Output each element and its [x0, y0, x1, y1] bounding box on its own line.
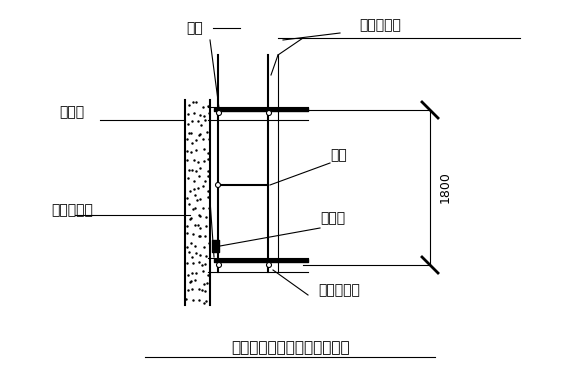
- Text: 钢笆脚手板: 钢笆脚手板: [318, 283, 360, 297]
- Text: 九层板隔离: 九层板隔离: [51, 203, 93, 217]
- Circle shape: [266, 110, 272, 116]
- Text: 密目安全网: 密目安全网: [359, 18, 401, 32]
- Text: 建筑物: 建筑物: [59, 105, 85, 119]
- Circle shape: [216, 110, 222, 116]
- Text: 挡脚板: 挡脚板: [320, 211, 345, 225]
- Text: 外架: 外架: [187, 21, 203, 35]
- Circle shape: [216, 183, 220, 188]
- Circle shape: [216, 262, 222, 268]
- Text: 1800: 1800: [438, 171, 451, 204]
- Text: 栏杆: 栏杆: [330, 148, 347, 162]
- Text: 外架隔离、挡脚板做法示意图: 外架隔离、挡脚板做法示意图: [231, 340, 350, 355]
- Circle shape: [266, 262, 272, 268]
